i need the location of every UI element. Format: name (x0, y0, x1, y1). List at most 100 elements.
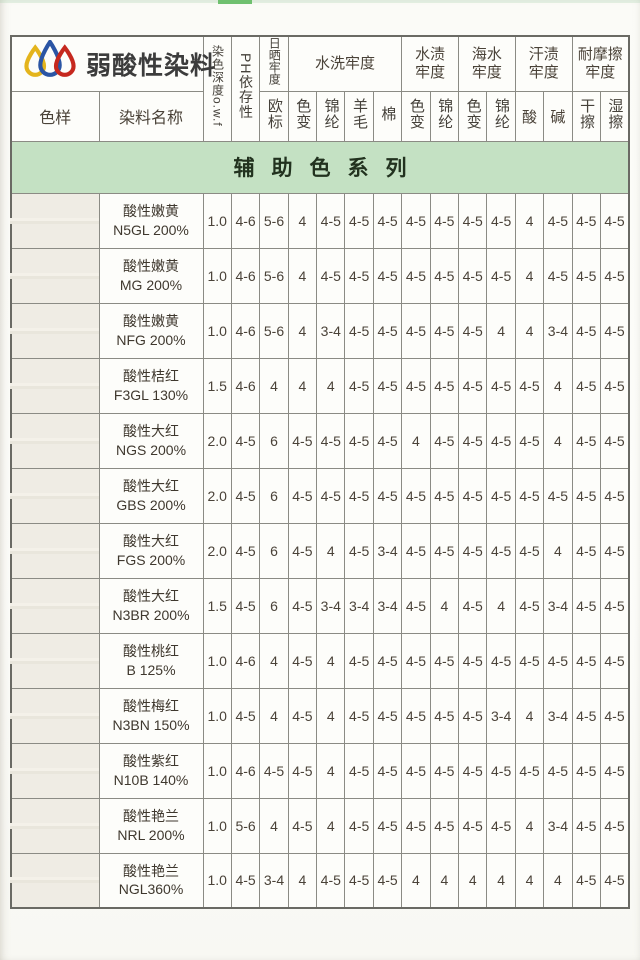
wet-rub-value: 4-5 (599, 302, 630, 359)
top-green-mark (218, 0, 252, 4)
waterstain-shade-value: 4-5 (401, 357, 431, 414)
color-swatch (10, 767, 99, 774)
dye-name-cn: 酸性大红 (123, 588, 179, 605)
seawater-nylon-value: 4-5 (486, 247, 516, 304)
ph-dependency-value: 4-5 (230, 467, 261, 524)
wash-nylon-value: 4-5 (316, 852, 346, 909)
sweat-acid-value: 4 (514, 687, 545, 744)
waterstain-nylon-value: 4 (429, 577, 460, 634)
wash-wool-value: 4-5 (344, 357, 374, 414)
wash-wool-value: 4-5 (344, 247, 374, 304)
dry-rub-value: 4-5 (571, 302, 601, 359)
sub-header-waterstain-nylon: 锦纶 (429, 90, 460, 142)
dry-rub-value: 4-5 (571, 522, 601, 579)
sweat-alkali-value: 3-4 (543, 577, 573, 634)
wash-wool-value: 4-5 (344, 797, 374, 854)
wash-cotton-value: 4-5 (372, 302, 403, 359)
dye-row: 酸性大红 FGS 200% 2.0 4-5 6 4-5 4 4-5 3-4 4-… (10, 522, 630, 579)
dye-name-cell: 酸性紫红 N10B 140% (98, 742, 204, 799)
lightfastness-eu-value: 4 (259, 357, 289, 414)
seawater-nylon-value: 4-5 (486, 412, 516, 469)
wet-rub-value: 4-5 (599, 192, 630, 249)
seawater-nylon-value: 3-4 (486, 687, 516, 744)
waterstain-nylon-value: 4-5 (429, 742, 460, 799)
sweat-acid-value: 4 (514, 247, 545, 304)
wet-rub-value: 4-5 (599, 742, 630, 799)
wash-nylon-value: 3-4 (316, 302, 346, 359)
wet-rub-value: 4-5 (599, 522, 630, 579)
waterstain-shade-value: 4-5 (401, 302, 431, 359)
lightfastness-eu-value: 6 (259, 522, 289, 579)
dye-name-cn: 酸性紫红 (123, 753, 179, 770)
waterstain-nylon-value: 4-5 (429, 357, 460, 414)
wash-wool-value: 3-4 (344, 577, 374, 634)
color-swatch (10, 382, 99, 389)
group-header-rubbing: 耐摩擦牢度 (571, 35, 630, 92)
wet-rub-value: 4-5 (599, 467, 630, 524)
color-swatch-cell (10, 687, 100, 744)
waterstain-shade-value: 4-5 (401, 577, 431, 634)
color-swatch-cell (10, 522, 100, 579)
seawater-nylon-value: 4-5 (486, 467, 516, 524)
sweat-alkali-value: 3-4 (543, 687, 573, 744)
seawater-shade-value: 4-5 (458, 247, 488, 304)
waterstain-nylon-value: 4-5 (429, 467, 460, 524)
wash-shade-value: 4-5 (287, 412, 318, 469)
dye-name-cn: 酸性嫩黄 (123, 258, 179, 275)
wash-nylon-value: 4 (316, 632, 346, 689)
color-swatch (10, 437, 99, 444)
wash-nylon-value: 4-5 (316, 192, 346, 249)
waterstain-shade-value: 4-5 (401, 192, 431, 249)
sub-header-waterstain-shade: 色变 (401, 90, 431, 142)
wash-cotton-value: 4-5 (372, 357, 403, 414)
waterstain-shade-value: 4-5 (401, 632, 431, 689)
sweat-alkali-value: 4-5 (543, 742, 573, 799)
col-header-lightfastness: 日晒牢度 (259, 35, 289, 92)
dye-name-cell: 酸性大红 GBS 200% (98, 467, 204, 524)
waterstain-nylon-value: 4-5 (429, 632, 460, 689)
dye-name-cell: 酸性梅红 N3BN 150% (98, 687, 204, 744)
wash-wool-value: 4-5 (344, 192, 374, 249)
wash-nylon-value: 4 (316, 742, 346, 799)
seawater-shade-value: 4-5 (458, 412, 488, 469)
seawater-shade-value: 4-5 (458, 742, 488, 799)
seawater-shade-value: 4-5 (458, 577, 488, 634)
dye-row: 酸性紫红 N10B 140% 1.0 4-6 4-5 4-5 4 4-5 4-5… (10, 742, 630, 799)
sweat-acid-value: 4-5 (514, 742, 545, 799)
dry-rub-value: 4-5 (571, 852, 601, 909)
wash-shade-value: 4-5 (287, 522, 318, 579)
wet-rub-value: 4-5 (599, 577, 630, 634)
wet-rub-value: 4-5 (599, 247, 630, 304)
wash-shade-value: 4-5 (287, 467, 318, 524)
dye-name-cell: 酸性嫩黄 N5GL 200% (98, 192, 204, 249)
wash-nylon-value: 4 (316, 522, 346, 579)
sweat-alkali-value: 4 (543, 357, 573, 414)
col-header-ph: PH依存性 (230, 35, 261, 142)
dye-name-cell: 酸性大红 NGS 200% (98, 412, 204, 469)
ph-dependency-value: 4-6 (230, 302, 261, 359)
owf-value: 2.0 (202, 467, 232, 524)
dye-name-cn: 酸性嫩黄 (123, 313, 179, 330)
waterstain-nylon-value: 4-5 (429, 302, 460, 359)
lightfastness-eu-value: 4 (259, 687, 289, 744)
sweat-alkali-value: 3-4 (543, 302, 573, 359)
sub-header-wet-rub: 湿擦 (599, 90, 630, 142)
color-swatch (10, 822, 99, 829)
dye-row: 酸性大红 N3BR 200% 1.5 4-5 6 4-5 3-4 3-4 3-4… (10, 577, 630, 634)
wash-wool-value: 4-5 (344, 522, 374, 579)
color-swatch (10, 877, 99, 884)
ph-dependency-value: 4-5 (230, 522, 261, 579)
wash-wool-value: 4-5 (344, 852, 374, 909)
sweat-alkali-value: 3-4 (543, 797, 573, 854)
lightfastness-eu-value: 5-6 (259, 192, 289, 249)
waterstain-nylon-value: 4 (429, 852, 460, 909)
sweat-acid-value: 4-5 (514, 467, 545, 524)
waterstain-shade-value: 4 (401, 412, 431, 469)
dye-name-cell: 酸性艳兰 NGL360% (98, 852, 204, 909)
ph-dependency-value: 4-5 (230, 852, 261, 909)
color-swatch (10, 602, 99, 609)
wash-shade-value: 4 (287, 852, 318, 909)
seawater-nylon-value: 4-5 (486, 632, 516, 689)
dye-name-cell: 酸性嫩黄 MG 200% (98, 247, 204, 304)
dye-row: 酸性嫩黄 MG 200% 1.0 4-6 5-6 4 4-5 4-5 4-5 4… (10, 247, 630, 304)
